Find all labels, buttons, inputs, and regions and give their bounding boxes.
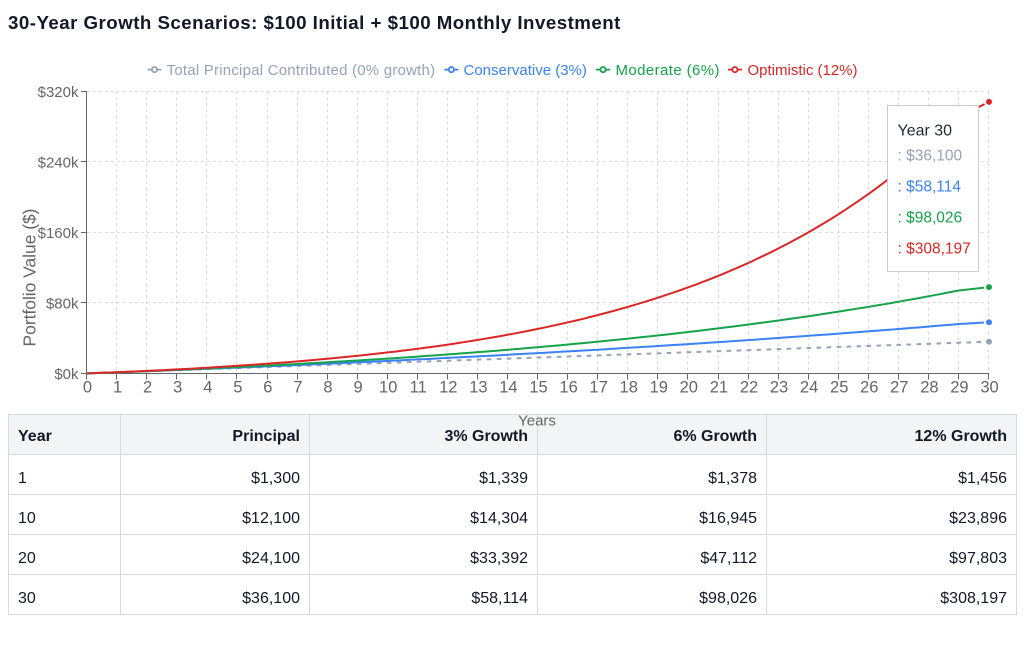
- svg-text:4: 4: [203, 379, 212, 397]
- svg-text:$320k: $320k: [38, 84, 79, 101]
- svg-text:: $98,026: : $98,026: [898, 210, 963, 227]
- svg-text:10: 10: [379, 379, 397, 397]
- svg-text:5: 5: [233, 379, 242, 397]
- svg-text:28: 28: [920, 379, 938, 397]
- svg-text:$80k: $80k: [46, 295, 79, 312]
- svg-text:$0k: $0k: [54, 366, 79, 383]
- svg-text:26: 26: [860, 379, 878, 397]
- svg-text:Optimistic (12%): Optimistic (12%): [748, 62, 858, 79]
- svg-text:11: 11: [410, 379, 427, 397]
- svg-text:27: 27: [890, 379, 908, 397]
- svg-text:Moderate (6%): Moderate (6%): [616, 62, 720, 79]
- svg-text:2: 2: [143, 379, 152, 397]
- svg-text:Years: Years: [518, 413, 556, 430]
- svg-text:3: 3: [173, 379, 182, 397]
- svg-text:1: 1: [113, 379, 122, 397]
- svg-text:$160k: $160k: [38, 225, 79, 242]
- svg-text:$240k: $240k: [38, 154, 79, 171]
- svg-text:21: 21: [710, 379, 728, 397]
- svg-text:12: 12: [439, 379, 457, 397]
- svg-text:Total Principal Contributed (0: Total Principal Contributed (0% growth): [167, 62, 436, 79]
- svg-text:30: 30: [980, 379, 998, 397]
- svg-text:8: 8: [323, 379, 332, 397]
- svg-text:17: 17: [589, 379, 607, 397]
- svg-text:16: 16: [559, 379, 577, 397]
- svg-text:: $58,114: : $58,114: [898, 179, 962, 196]
- svg-text:14: 14: [499, 379, 517, 397]
- svg-text:Conservative (3%): Conservative (3%): [464, 62, 587, 79]
- svg-text:24: 24: [800, 379, 818, 397]
- svg-text:25: 25: [830, 379, 848, 397]
- svg-text:22: 22: [740, 379, 758, 397]
- svg-text:23: 23: [770, 379, 788, 397]
- svg-text:15: 15: [529, 379, 547, 397]
- svg-text:: $36,100: : $36,100: [898, 148, 963, 165]
- svg-text:20: 20: [680, 379, 698, 397]
- svg-text:Portfolio Value ($): Portfolio Value ($): [20, 209, 40, 347]
- svg-text:9: 9: [354, 379, 363, 397]
- svg-text:Year 30: Year 30: [898, 122, 953, 139]
- svg-text:19: 19: [650, 379, 668, 397]
- svg-text:13: 13: [469, 379, 487, 397]
- svg-text:18: 18: [620, 379, 638, 397]
- svg-text:0: 0: [83, 379, 92, 397]
- svg-text:6: 6: [263, 379, 272, 397]
- svg-text:7: 7: [293, 379, 302, 397]
- svg-text:: $308,197: : $308,197: [898, 241, 971, 258]
- svg-text:29: 29: [950, 379, 968, 397]
